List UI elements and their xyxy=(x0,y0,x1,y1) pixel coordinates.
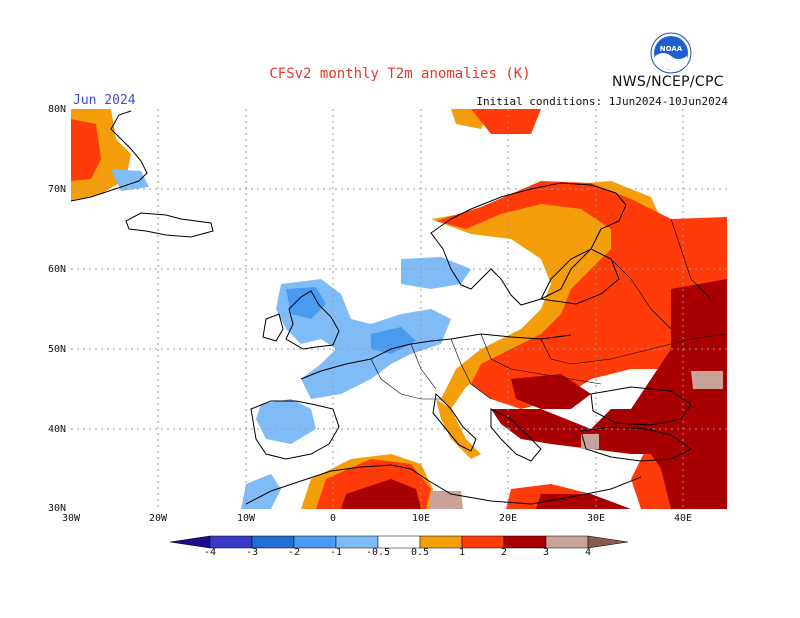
lon-label-20e: 20E xyxy=(498,513,518,524)
legend-label-1: 1 xyxy=(458,547,466,558)
anomaly-fill-blue xyxy=(286,287,416,354)
legend-label-2: 2 xyxy=(500,547,508,558)
legend-label-3: 3 xyxy=(542,547,550,558)
lon-label-40e: 40E xyxy=(673,513,693,524)
anomaly-map xyxy=(71,109,727,509)
lat-label-50n: 50N xyxy=(48,344,67,355)
legend-label-m2: -2 xyxy=(287,547,301,558)
lat-label-30n: 30N xyxy=(48,503,67,514)
lon-label-20w: 20W xyxy=(148,513,168,524)
legend-label-m1: -1 xyxy=(329,547,343,558)
lat-label-40n: 40N xyxy=(48,424,67,435)
svg-text:NOAA: NOAA xyxy=(660,45,683,53)
noaa-logo: NOAA xyxy=(650,32,692,74)
color-legend xyxy=(170,535,629,549)
initial-conditions: Initial conditions: 1Jun2024-10Jun2024 xyxy=(476,95,728,108)
lat-label-80n: 80N xyxy=(48,104,67,115)
lat-label-60n: 60N xyxy=(48,264,67,275)
legend-arrow-warm xyxy=(587,535,629,549)
legend-label-05: 0.5 xyxy=(410,547,430,558)
legend-label-4: 4 xyxy=(584,547,592,558)
coastlines xyxy=(71,110,692,505)
lat-lon-grid xyxy=(71,109,727,509)
anomaly-fill-rose xyxy=(429,371,723,509)
lon-label-0: 0 xyxy=(329,513,337,524)
country-borders xyxy=(370,218,727,400)
legend-label-m4: -4 xyxy=(203,547,217,558)
lon-label-10e: 10E xyxy=(411,513,431,524)
forecast-month: Jun 2024 xyxy=(73,93,136,108)
legend-label-m3: -3 xyxy=(245,547,259,558)
lat-label-70n: 70N xyxy=(48,184,67,195)
lon-label-30e: 30E xyxy=(586,513,606,524)
map-title: CFSv2 monthly T2m anomalies (K) xyxy=(269,66,531,82)
legend-label-m05: -0.5 xyxy=(365,547,391,558)
agency-label: NWS/NCEP/CPC xyxy=(612,74,724,90)
lon-label-30w: 30W xyxy=(61,513,81,524)
lon-label-10w: 10W xyxy=(236,513,256,524)
